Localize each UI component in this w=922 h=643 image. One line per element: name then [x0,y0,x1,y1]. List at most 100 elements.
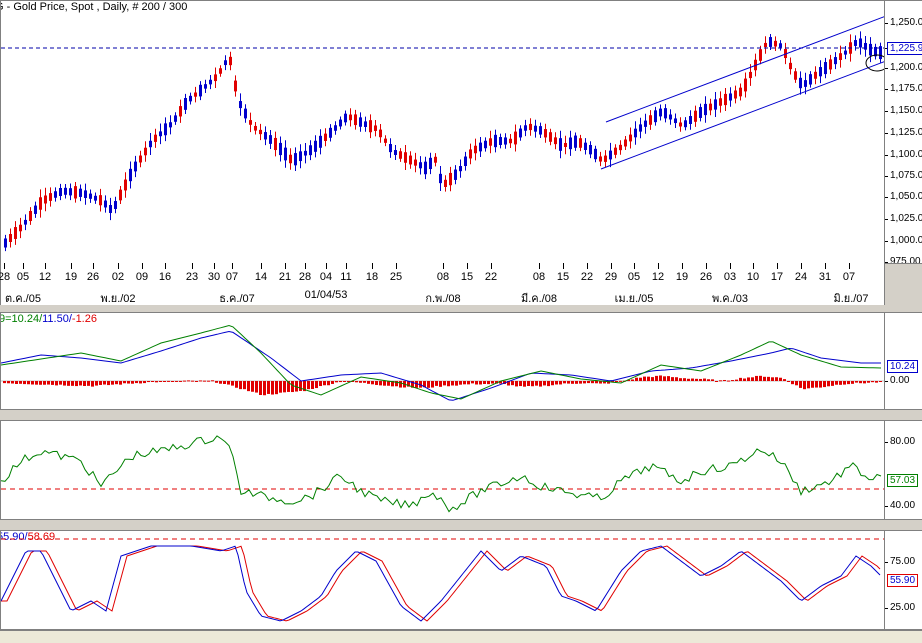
stochastic-current-value-tag: 55.90 [887,574,919,587]
macd-histogram-bar [663,376,666,381]
candle-body [614,147,617,155]
macd-histogram-bar [371,381,374,385]
date-tick-mark [801,263,802,269]
macd-histogram-bar [235,381,238,388]
macd-histogram-bar [339,381,342,383]
macd-histogram-bar [363,381,366,383]
candle-body [854,40,857,46]
candle-body [114,201,117,209]
candle-body [679,122,682,127]
candle-body [539,126,542,135]
macd-histogram-bar [175,380,178,382]
macd-histogram-bar [323,381,326,386]
macd-histogram-bar [319,381,322,387]
rsi-pane[interactable] [0,420,885,520]
candle-body [489,138,492,146]
macd-histogram-bar [83,381,86,386]
candle-body [264,132,267,140]
date-label: 10 [746,271,760,283]
macd-histogram-bar [359,381,362,383]
macd-histogram-bar [63,381,66,386]
price-tick: 975.00 [885,257,921,263]
rsi-tick-80: 80.00 [885,436,916,447]
candle-body [89,193,92,199]
candle-body [824,62,827,75]
price-tick: 1,125.00 [885,128,922,138]
date-tick-mark [825,263,826,269]
macd-histogram-bar [291,381,294,393]
macd-histogram-bar [55,381,58,386]
macd-histogram-bar [611,381,614,382]
stochastic-scale[interactable]: 75.00 25.00 55.90 [885,530,922,630]
macd-line-value: 11.50/ [42,313,72,325]
macd-histogram-bar [443,381,446,386]
candle-body [224,60,227,66]
macd-histogram-bar [635,377,638,381]
candle-body [184,98,187,110]
macd-histogram-bar [787,381,790,382]
candle-body [44,195,47,204]
rsi-current-value-tag: 57.03 [887,474,919,487]
date-tick-mark [326,263,327,269]
candle-body [149,140,152,148]
candle-body [589,144,592,155]
price-scale[interactable]: 1,250.001,225.001,200.001,175.001,150.00… [885,0,922,264]
price-chart-pane[interactable]: G - Gold Price, Spot , Daily, # 200 / 30… [0,0,885,264]
macd-histogram-bar [171,381,174,382]
candle-body [584,142,587,151]
macd-histogram-bar [179,380,182,382]
macd-histogram-bar [507,381,510,386]
candle-body [399,151,402,159]
candle-body [674,118,677,124]
candle-body [879,46,882,60]
date-label: 26 [699,271,713,283]
macd-histogram-bar [679,378,682,381]
rsi-chart [1,435,884,513]
candle-body [119,189,122,201]
candle-body [784,48,787,59]
candle-body [354,114,357,126]
date-tick-mark [658,263,659,269]
candle-body [739,87,742,97]
macd-histogram-bar [67,381,70,386]
date-label: 15 [556,271,570,283]
macd-histogram-bar [579,381,582,384]
macd-histogram-bar [463,381,466,385]
date-label: 30 [207,271,221,283]
macd-histogram-bar [803,381,806,390]
rsi-scale[interactable]: 80.00 40.00 57.03 [885,420,922,520]
macd-histogram-bar [279,381,282,393]
macd-histogram-bar [415,381,418,388]
macd-histogram-bar [15,381,18,384]
stochastic-pane[interactable]: 55.90/58.69 [0,530,885,630]
macd-histogram-bar [31,381,34,385]
candle-body [344,113,347,123]
macd-histogram-bar [239,381,242,390]
macd-histogram-bar [595,381,598,384]
date-tick-mark [587,263,588,269]
macd-histogram-bar [451,381,454,386]
date-label: 09 [135,271,149,283]
candle-body [94,195,97,201]
date-label: 02 [111,271,125,283]
candle-body [214,74,217,82]
macd-histogram-bar [735,379,738,381]
date-tick-mark [232,263,233,269]
macd-histogram-bar [259,381,262,396]
macd-histogram-bar [835,381,838,385]
macd-histogram-bar [631,379,634,381]
macd-histogram-bar [183,380,186,382]
macd-pane[interactable]: 9=10.24/11.50/-1.26 [0,312,885,410]
macd-histogram-bar [731,380,734,382]
macd-histogram-bar [515,381,518,387]
date-label: 19 [64,271,78,283]
price-chart-title: G - Gold Price, Spot , Daily, # 200 / 30… [0,1,188,13]
month-label: ก.พ./08 [425,293,461,305]
macd-histogram-bar [35,381,38,385]
macd-histogram-bar [575,381,578,384]
macd-histogram-bar [875,381,878,383]
date-tick-mark [346,263,347,269]
candle-body [494,134,497,148]
macd-histogram-bar [155,381,158,383]
macd-scale[interactable]: 0.00 10.24 [885,312,922,410]
